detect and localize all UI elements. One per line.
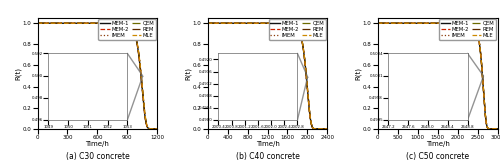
X-axis label: Time/h: Time/h bbox=[426, 141, 450, 147]
Text: (a) C30 concrete: (a) C30 concrete bbox=[66, 152, 130, 161]
Y-axis label: R(t): R(t) bbox=[355, 67, 362, 80]
Legend: MEM-1, MEM-2, IMEM, QEM, REM, MLE: MEM-1, MEM-2, IMEM, QEM, REM, MLE bbox=[438, 19, 496, 40]
Text: (c) C50 concrete: (c) C50 concrete bbox=[406, 152, 469, 161]
Legend: MEM-1, MEM-2, IMEM, QEM, REM, MLE: MEM-1, MEM-2, IMEM, QEM, REM, MLE bbox=[98, 19, 156, 40]
Y-axis label: R(t): R(t) bbox=[14, 67, 21, 80]
X-axis label: Time/h: Time/h bbox=[256, 141, 280, 147]
X-axis label: Time/h: Time/h bbox=[86, 141, 110, 147]
Y-axis label: R(t): R(t) bbox=[184, 67, 191, 80]
Legend: MEM-1, MEM-2, IMEM, QEM, REM, MLE: MEM-1, MEM-2, IMEM, QEM, REM, MLE bbox=[268, 19, 326, 40]
Text: (b) C40 concrete: (b) C40 concrete bbox=[236, 152, 300, 161]
